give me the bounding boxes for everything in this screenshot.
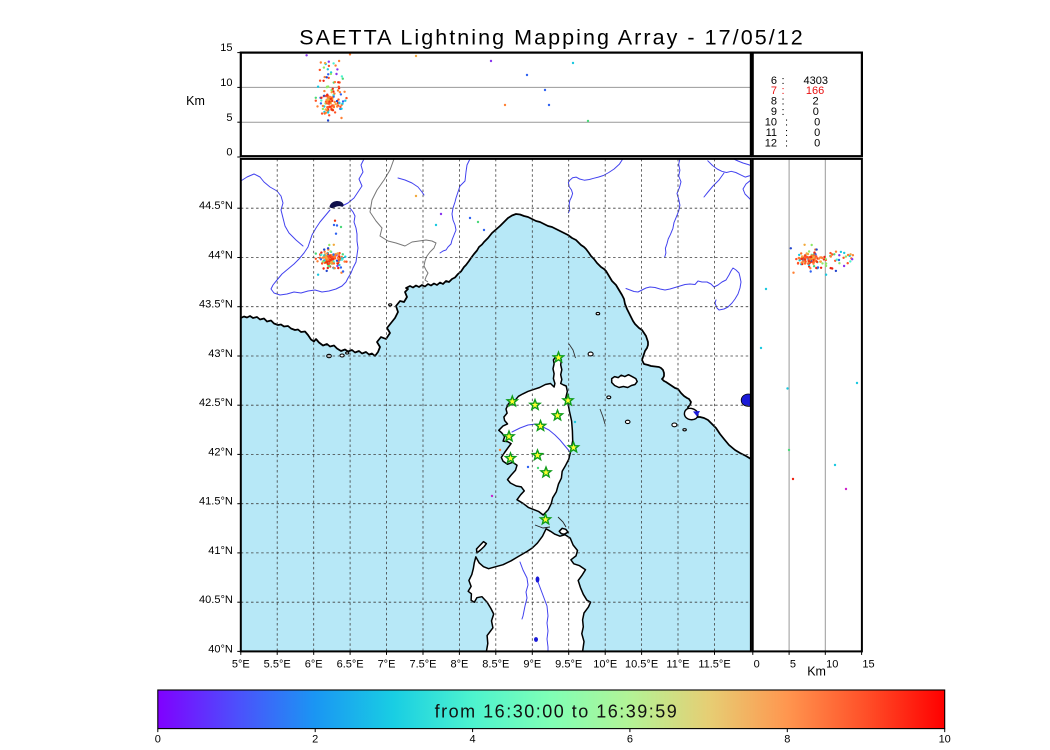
- svg-text:6: 6: [771, 75, 777, 87]
- svg-text::: :: [785, 117, 788, 129]
- svg-text:Km: Km: [186, 94, 205, 108]
- svg-text:7°E: 7°E: [378, 659, 396, 671]
- svg-text:10°E: 10°E: [593, 659, 617, 671]
- svg-text::: :: [782, 95, 785, 107]
- svg-text::: :: [785, 137, 788, 149]
- svg-text:15: 15: [220, 42, 232, 54]
- svg-text:5: 5: [226, 112, 232, 124]
- svg-text:0: 0: [226, 147, 232, 159]
- svg-text:5: 5: [790, 659, 796, 671]
- svg-text:2: 2: [812, 95, 818, 107]
- svg-text:4: 4: [470, 734, 476, 746]
- svg-text:4303: 4303: [804, 75, 828, 87]
- svg-text:8.5°E: 8.5°E: [482, 659, 509, 671]
- svg-text::: :: [782, 85, 785, 97]
- svg-text:6°E: 6°E: [305, 659, 323, 671]
- svg-text:42°N: 42°N: [208, 446, 233, 458]
- svg-text:5°E: 5°E: [232, 659, 250, 671]
- svg-text:0: 0: [813, 106, 819, 118]
- svg-text:0: 0: [814, 137, 820, 149]
- svg-text:41°N: 41°N: [208, 545, 233, 557]
- svg-text:8: 8: [784, 734, 790, 746]
- svg-text:10.5°E: 10.5°E: [625, 659, 658, 671]
- svg-text:43.5°N: 43.5°N: [199, 299, 233, 311]
- svg-text:10: 10: [765, 117, 777, 129]
- svg-text:10: 10: [220, 77, 232, 89]
- svg-text:6.5°E: 6.5°E: [337, 659, 364, 671]
- svg-text:10: 10: [939, 734, 951, 746]
- svg-text:10: 10: [826, 659, 838, 671]
- svg-text:8°E: 8°E: [450, 659, 468, 671]
- svg-text:9°E: 9°E: [523, 659, 541, 671]
- svg-text:0: 0: [754, 659, 760, 671]
- svg-text:44°N: 44°N: [208, 250, 233, 262]
- svg-text:11: 11: [766, 127, 777, 139]
- svg-text:6: 6: [627, 734, 633, 746]
- svg-text:40°N: 40°N: [208, 643, 233, 655]
- svg-text:0: 0: [814, 127, 820, 139]
- svg-text:11.5°E: 11.5°E: [698, 659, 730, 671]
- svg-text:40.5°N: 40.5°N: [199, 594, 233, 606]
- svg-text:9.5°E: 9.5°E: [555, 659, 582, 671]
- svg-text:43°N: 43°N: [208, 348, 233, 360]
- svg-text:15: 15: [862, 659, 874, 671]
- svg-text:Km: Km: [807, 665, 826, 679]
- svg-text:41.5°N: 41.5°N: [199, 496, 233, 508]
- svg-text:0: 0: [814, 117, 820, 129]
- svg-text:7.5°E: 7.5°E: [409, 659, 436, 671]
- svg-text::: :: [785, 127, 788, 139]
- svg-text:42.5°N: 42.5°N: [199, 397, 233, 409]
- svg-text:166: 166: [806, 85, 824, 97]
- svg-text:2: 2: [312, 734, 318, 746]
- svg-text:SAETTA Lightning Mapping Array: SAETTA Lightning Mapping Array - 17/05/1…: [299, 26, 805, 50]
- svg-text::: :: [782, 75, 785, 87]
- svg-text:7: 7: [771, 85, 777, 97]
- svg-text:8: 8: [771, 95, 777, 107]
- svg-text:9: 9: [771, 106, 777, 118]
- svg-text:44.5°N: 44.5°N: [199, 200, 233, 212]
- svg-text:11°E: 11°E: [666, 659, 689, 671]
- svg-text:12: 12: [765, 137, 777, 149]
- svg-text:from 16:30:00 to 16:39:59: from 16:30:00 to 16:39:59: [435, 702, 679, 722]
- svg-text::: :: [782, 106, 785, 118]
- svg-text:5.5°E: 5.5°E: [264, 659, 291, 671]
- svg-text:0: 0: [155, 734, 161, 746]
